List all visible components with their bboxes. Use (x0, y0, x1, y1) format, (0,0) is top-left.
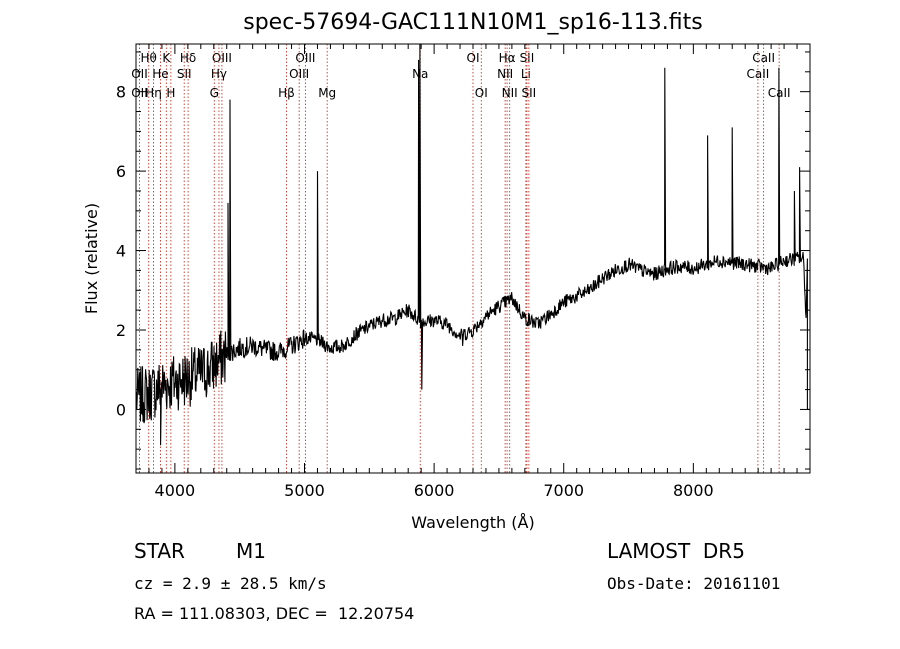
x-tick-label: 5000 (284, 481, 325, 500)
redshift-velocity: cz = 2.9 ± 28.5 km/s (134, 574, 327, 593)
marker-label: Mg (318, 86, 336, 100)
observation-date: Obs-Date: 20161101 (607, 574, 781, 593)
axes-layer (135, 43, 811, 474)
marker-label: OII (131, 67, 148, 81)
x-tick-label: 8000 (673, 481, 714, 500)
x-tick-label: 7000 (543, 481, 584, 500)
x-axis-label: Wavelength (Å) (411, 513, 534, 532)
y-tick-label: 8 (116, 83, 126, 102)
marker-label: OIII (212, 51, 232, 65)
marker-label: NII (502, 86, 518, 100)
spectrum-layer (135, 43, 810, 446)
marker-label: OI (467, 51, 480, 65)
marker-label: OIII (289, 67, 309, 81)
ra-dec-coordinates: RA = 111.08303, DEC = 12.20754 (134, 604, 415, 623)
marker-label: K (162, 51, 171, 65)
spectrum-line (135, 43, 810, 446)
y-axis-label: Flux (relative) (82, 203, 101, 314)
marker-label: NII (497, 67, 513, 81)
marker-label: Hθ (141, 51, 157, 65)
y-tick-label: 4 (116, 242, 126, 261)
marker-label: SII (520, 51, 535, 65)
marker-label: Li (521, 67, 531, 81)
object-class: STAR (134, 539, 185, 563)
y-tick-label: 6 (116, 162, 126, 181)
marker-label: Hδ (180, 51, 196, 65)
survey-name: LAMOST DR5 (607, 539, 745, 563)
marker-label: OII (131, 86, 148, 100)
axis-labels-layer: 4000 5000 6000 7000 8000 0 2 4 6 8 Wavelength (Å) F… (82, 83, 714, 532)
object-subclass: M1 (236, 539, 266, 563)
marker-label: OI (475, 86, 488, 100)
marker-label: He (152, 67, 168, 81)
marker-label: Hβ (278, 86, 295, 100)
marker-label: Hη (145, 86, 162, 100)
x-tick-label: 6000 (414, 481, 455, 500)
marker-label: CaII (752, 51, 775, 65)
marker-label: G (210, 86, 219, 100)
marker-label: SII (177, 67, 192, 81)
marker-label: Hα (499, 51, 516, 65)
marker-label: SII (522, 86, 537, 100)
marker-label: Hγ (211, 67, 227, 81)
marker-label: H (166, 86, 175, 100)
marker-label: CaII (746, 67, 769, 81)
marker-label: OIII (295, 51, 315, 65)
y-tick-label: 0 (116, 400, 126, 419)
x-tick-label: 4000 (155, 481, 196, 500)
chart-title: spec-57694-GAC111N10M1_sp16-113.fits (243, 10, 703, 35)
y-tick-label: 2 (116, 321, 126, 340)
